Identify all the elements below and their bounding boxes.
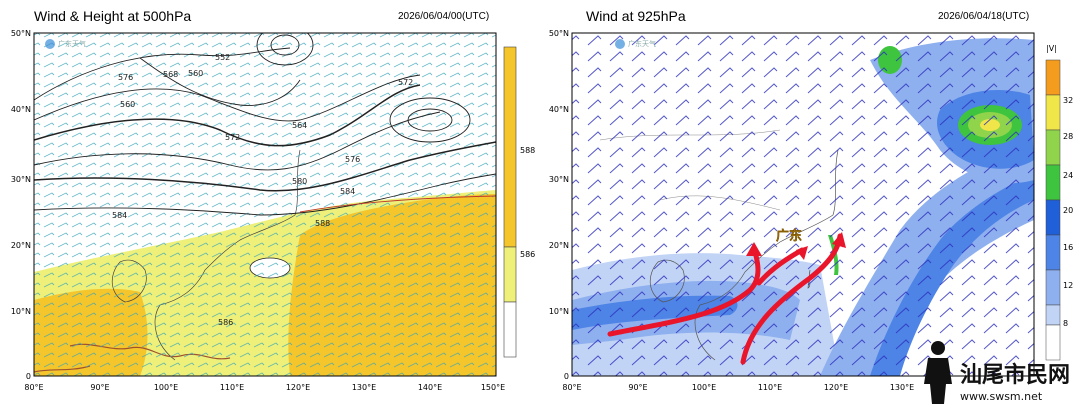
right-y-axis: 50°N 40°N 30°N 20°N 10°N 0	[549, 29, 569, 381]
svg-text:140°E: 140°E	[418, 383, 442, 392]
height-wind-500hpa-panel: Wind & Height at 500hPa 2026/06/04/00(UT…	[11, 8, 535, 392]
svg-text:110°E: 110°E	[758, 383, 782, 392]
svg-text:50°N: 50°N	[11, 29, 31, 38]
left-map-frame	[33, 32, 497, 377]
contour-label-580: 580	[292, 177, 307, 186]
site-badge-url: www.swsm.net	[960, 390, 1043, 403]
contour-label-584b: 584	[112, 211, 127, 220]
colorbar-label-32: 32	[1063, 96, 1073, 105]
svg-text:20°N: 20°N	[549, 241, 569, 250]
person-silhouette-icon	[924, 341, 952, 404]
left-map-svg: 576 568 560 552 572 564 572 576 580 584 …	[11, 29, 535, 392]
weather-logo-icon-right	[615, 39, 625, 49]
left-panel-title: Wind & Height at 500hPa	[34, 8, 192, 24]
right-colorbar: |V| 32 28 24 20 16 12 8	[1045, 44, 1073, 361]
svg-text:120°E: 120°E	[824, 383, 848, 392]
svg-text:130°E: 130°E	[890, 383, 914, 392]
right-x-axis: 80°E 90°E 100°E 110°E 120°E 130°E	[562, 383, 914, 392]
svg-text:40°N: 40°N	[549, 105, 569, 114]
contour-label-586: 586	[218, 318, 233, 327]
contour-label-568: 568	[163, 70, 178, 79]
contour-label-572: 572	[398, 78, 413, 87]
svg-text:30°N: 30°N	[11, 175, 31, 184]
colorbar-unit: |V|	[1046, 44, 1057, 53]
svg-text:30°N: 30°N	[549, 175, 569, 184]
left-panel-time: 2026/06/04/00(UTC)	[398, 11, 490, 22]
colorbar-label-588: 588	[520, 146, 535, 155]
colorbar-label-28: 28	[1063, 132, 1073, 141]
contour-label-560b: 560	[120, 100, 135, 109]
left-y-axis: 50°N 40°N 30°N 20°N 10°N 0	[11, 29, 31, 381]
contour-label-572b: 572	[225, 133, 240, 142]
colorbar-label-586: 586	[520, 250, 535, 259]
svg-text:0: 0	[564, 372, 569, 381]
svg-text:100°E: 100°E	[692, 383, 716, 392]
svg-text:20°N: 20°N	[11, 241, 31, 250]
contour-label-552: 552	[215, 53, 230, 62]
contour-label-588: 588	[315, 219, 330, 228]
svg-text:120°E: 120°E	[286, 383, 310, 392]
right-map-frame	[571, 32, 1035, 377]
colorbar-label-12: 12	[1063, 281, 1073, 290]
svg-text:10°N: 10°N	[11, 307, 31, 316]
contour-label-576b: 576	[345, 155, 360, 164]
contour-label-564: 564	[292, 121, 307, 130]
height-588-contour	[299, 195, 496, 213]
wind-barbs-field-right	[572, 33, 1034, 376]
site-watermark-badge: 汕尾市民网 www.swsm.net	[924, 341, 1070, 404]
svg-text:110°E: 110°E	[220, 383, 244, 392]
red-arrow-heads	[746, 232, 846, 260]
right-panel-time: 2026/06/04/18(UTC)	[938, 11, 1030, 22]
colorbar-label-24: 24	[1063, 171, 1073, 180]
svg-text:90°E: 90°E	[628, 383, 647, 392]
right-panel-title: Wind at 925hPa	[586, 8, 686, 24]
svg-text:80°E: 80°E	[562, 383, 581, 392]
colorbar-label-16: 16	[1063, 243, 1073, 252]
weather-logo-icon-left	[45, 39, 55, 49]
svg-text:90°E: 90°E	[90, 383, 109, 392]
svg-text:40°N: 40°N	[11, 105, 31, 114]
wind-barbs-field	[34, 33, 496, 376]
svg-text:80°E: 80°E	[24, 383, 43, 392]
watermark-logo-text-left: 广东天气	[58, 39, 86, 48]
colorbar-label-8: 8	[1063, 319, 1068, 328]
contour-label-560: 560	[188, 69, 203, 78]
left-colorbar: 588 586	[503, 46, 535, 358]
svg-text:150°E: 150°E	[481, 383, 505, 392]
svg-text:50°N: 50°N	[549, 29, 569, 38]
colorbar-label-20: 20	[1063, 206, 1073, 215]
contour-label-576: 576	[118, 73, 133, 82]
svg-text:10°N: 10°N	[549, 307, 569, 316]
contour-label-584: 584	[340, 187, 355, 196]
site-badge-text: 汕尾市民网	[960, 362, 1070, 388]
watermark-logo-text-right: 广东天气	[628, 39, 656, 48]
left-x-axis: 80°E 90°E 100°E 110°E 120°E 130°E 140°E …	[24, 383, 505, 392]
svg-text:100°E: 100°E	[154, 383, 178, 392]
right-map-svg: 广东 广东天气 80°E 90°E 100°E 110°E 120°E 130°…	[549, 29, 1073, 392]
guangdong-map-label: 广东	[776, 228, 802, 244]
wind-925hpa-panel: Wind at 925hPa 2026/06/04/18(UTC)	[540, 0, 1080, 405]
svg-text:0: 0	[26, 372, 31, 381]
height-contours	[34, 33, 496, 216]
svg-text:130°E: 130°E	[352, 383, 376, 392]
